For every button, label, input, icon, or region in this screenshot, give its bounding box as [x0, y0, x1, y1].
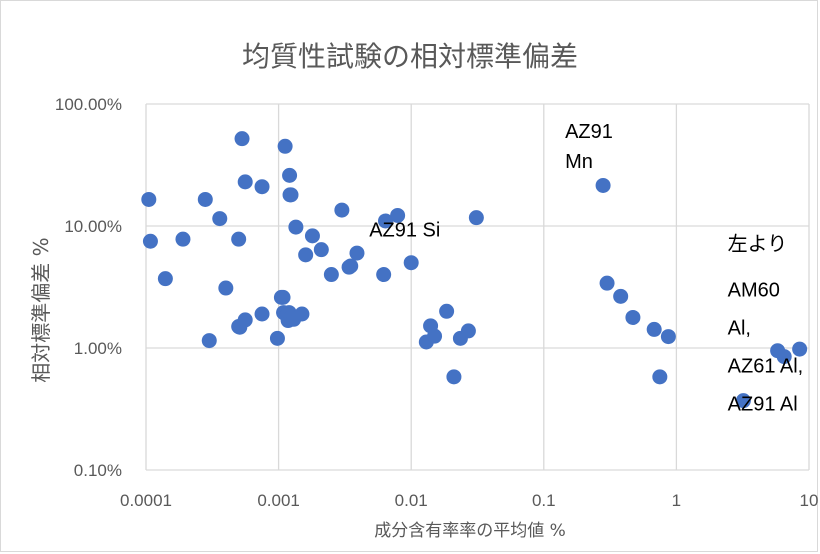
data-point [446, 369, 462, 385]
annotation-label: AM60 [728, 280, 780, 302]
data-point [646, 321, 662, 337]
data-point [652, 369, 668, 385]
data-point [376, 267, 392, 283]
x-tick-label: 0.01 [395, 491, 428, 510]
annotation-label: AZ61 Al, [728, 356, 804, 378]
x-tick-label: 0.0001 [120, 491, 172, 510]
data-point [212, 211, 228, 227]
data-point [625, 309, 641, 325]
x-tick-label: 1 [672, 491, 681, 510]
data-point [294, 306, 310, 322]
annotation-label: AZ91 Al [728, 394, 798, 416]
annotation-label: AZ91 [565, 121, 613, 143]
data-point [157, 271, 173, 287]
data-point [201, 333, 217, 349]
data-point [237, 174, 253, 190]
data-point [613, 288, 629, 304]
annotation-label: 左より [728, 233, 788, 256]
data-point [460, 323, 476, 339]
data-point [254, 306, 270, 322]
data-point [343, 258, 359, 274]
grid [145, 103, 810, 471]
data-point [595, 177, 611, 193]
data-point [175, 231, 191, 247]
data-point [142, 233, 158, 249]
data-points [141, 131, 808, 409]
data-point [792, 341, 808, 357]
y-tick-label: 10.00% [64, 217, 122, 236]
data-point [334, 202, 350, 218]
data-point [231, 231, 247, 247]
data-point [197, 191, 213, 207]
tick-labels: 0.0001 0.001 0.01 0.1 1 10 100.00% 10.00% 1.00% 0… [55, 95, 819, 510]
data-point [427, 328, 443, 344]
annotation-label: Al, [728, 318, 751, 340]
y-tick-label: 0.10% [74, 461, 122, 480]
data-point [218, 280, 234, 296]
data-point [403, 255, 419, 271]
data-point [304, 228, 320, 244]
data-point [288, 219, 304, 235]
data-point [439, 303, 455, 319]
data-point [275, 289, 291, 305]
data-point [776, 349, 792, 365]
data-point [735, 393, 751, 409]
data-point [390, 207, 406, 223]
x-axis-label: 成分含有率率の平均値 % [374, 521, 566, 541]
data-point [269, 330, 285, 346]
y-axis-label: 相対標準偏差 % [29, 237, 53, 382]
annotation-label: Mn [565, 151, 593, 173]
data-point [468, 210, 484, 226]
x-tick-label: 10 [800, 491, 819, 510]
data-point [313, 242, 329, 258]
x-tick-label: 0.001 [257, 491, 300, 510]
data-point [377, 213, 393, 229]
data-point [277, 138, 293, 154]
data-point [237, 312, 253, 328]
data-point [254, 179, 270, 195]
y-tick-label: 100.00% [55, 95, 122, 114]
data-point [283, 187, 299, 203]
y-tick-label: 1.00% [74, 339, 122, 358]
data-point [349, 245, 365, 261]
data-point [141, 191, 157, 207]
x-tick-label: 0.1 [532, 491, 556, 510]
chart-title: 均質性試験の相対標準偏差 [242, 40, 578, 73]
annotation-label: AZ91 Si [369, 220, 440, 242]
data-point [234, 131, 250, 147]
data-point [323, 267, 339, 283]
data-point [298, 247, 314, 263]
data-point [282, 167, 298, 183]
data-point [599, 275, 615, 291]
data-point [660, 329, 676, 345]
annotations: AZ91 Si AZ91 Mn 左より AM60 Al, AZ61 Al, AZ91 Al [369, 121, 803, 415]
